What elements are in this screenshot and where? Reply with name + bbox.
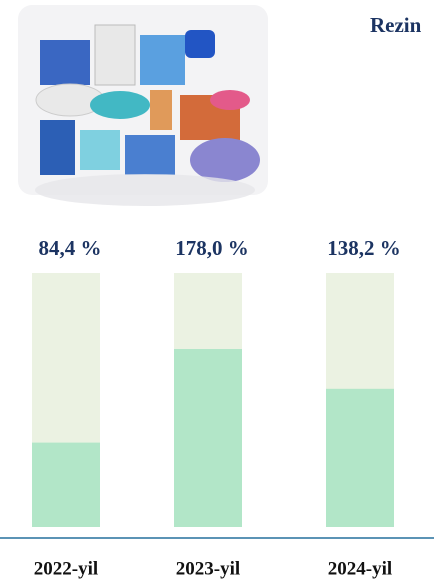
bar [174,349,242,527]
x-tick-label: 2024-yil [328,558,392,579]
bar [32,442,100,527]
value-label: 138,2 % [327,236,401,260]
x-tick-label: 2022-yil [34,558,98,579]
plastics-illustration [18,5,268,206]
chart-title: Rezin [370,13,422,37]
value-label: 84,4 % [39,236,102,260]
bar [326,388,394,527]
x-tick-label: 2023-yil [176,558,240,579]
value-label: 178,0 % [175,236,249,260]
